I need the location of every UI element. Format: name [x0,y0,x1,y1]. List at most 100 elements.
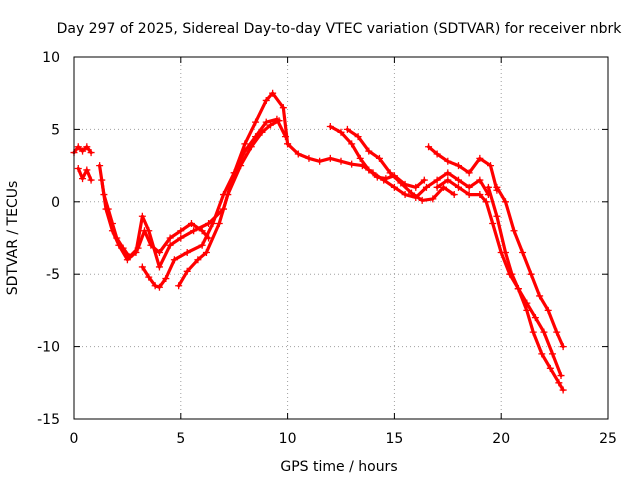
data-point [343,125,351,133]
y-tick-label: 0 [51,195,60,211]
data-point [337,128,345,136]
data-point [198,227,206,235]
data-point [489,220,497,228]
data-point [348,140,356,148]
y-axis-label: SDTVAR / TECUs [5,181,21,296]
data-point [553,328,561,336]
data-point [412,183,420,191]
data-point [123,256,131,264]
data-point [262,118,270,126]
data-point [444,176,452,184]
data-point [519,248,527,256]
data-point [401,191,409,199]
data-point [407,189,415,197]
data-point [177,234,185,242]
data-point [538,350,546,358]
data-point [262,96,270,104]
data-point [476,191,484,199]
data-point [96,162,104,170]
data-point [284,140,292,148]
data-point [183,267,191,275]
data-point [559,343,567,351]
data-point [155,283,163,291]
data-point [429,195,437,203]
y-tick-label: -10 [37,340,60,356]
data-point [198,241,206,249]
data-point [425,143,433,151]
data-point [166,241,174,249]
data-point [501,248,509,256]
axes: 0 5 10 15 20 25 -15 -10 -5 0 5 10 [37,50,617,447]
data-point [544,306,552,314]
data-point [79,175,87,183]
data-point [465,183,473,191]
series-line [98,164,211,259]
data-point [279,104,287,112]
data-point [316,157,324,165]
data-point [241,140,249,148]
data-point [177,227,185,235]
series-arc-12 [484,183,567,394]
series-arc-6 [175,117,283,290]
data-point [373,173,381,181]
data-point [465,169,473,177]
data-point [397,179,405,187]
data-point [138,212,146,220]
data-point [555,379,563,387]
data-point [83,143,91,151]
data-point [476,154,484,162]
data-point [87,176,95,184]
series-arc-9 [343,125,458,204]
data-point [269,89,277,97]
data-point [354,133,362,141]
data-point [252,118,260,126]
data-point [508,270,516,278]
x-tick-label: 15 [385,431,403,447]
data-point [237,162,245,170]
data-point [138,263,146,271]
data-point [418,196,426,204]
data-point [375,154,383,162]
data-point [365,166,373,174]
y-tick-label: -5 [46,267,60,283]
data-point [162,275,170,283]
data-point [482,198,490,206]
data-point [294,150,302,158]
data-point [493,212,501,220]
series-arc-2 [74,164,95,184]
data-point [132,248,140,256]
data-point [326,154,334,162]
data-point [170,256,178,264]
data-point [224,191,232,199]
plot-area [70,89,567,394]
data-point [190,227,198,235]
data-point [548,350,556,358]
data-point [450,191,458,199]
data-point [155,248,163,256]
data-point [529,328,537,336]
data-point [74,143,82,151]
data-point [175,282,183,290]
data-point [546,364,554,372]
plot-frame [73,56,609,420]
data-point [183,248,191,256]
data-point [531,314,539,322]
data-point [444,169,452,177]
data-point [115,241,123,249]
data-point [557,372,565,380]
data-point [194,256,202,264]
data-point [382,175,390,183]
data-point [420,176,428,184]
x-tick-label: 20 [492,431,510,447]
data-point [247,143,255,151]
data-point [465,191,473,199]
data-point [454,176,462,184]
data-point [83,166,91,174]
data-point [433,150,441,158]
y-tick-label: 5 [51,122,60,138]
data-point [390,183,398,191]
x-tick-label: 10 [279,431,297,447]
series-arc-13 [493,183,567,351]
